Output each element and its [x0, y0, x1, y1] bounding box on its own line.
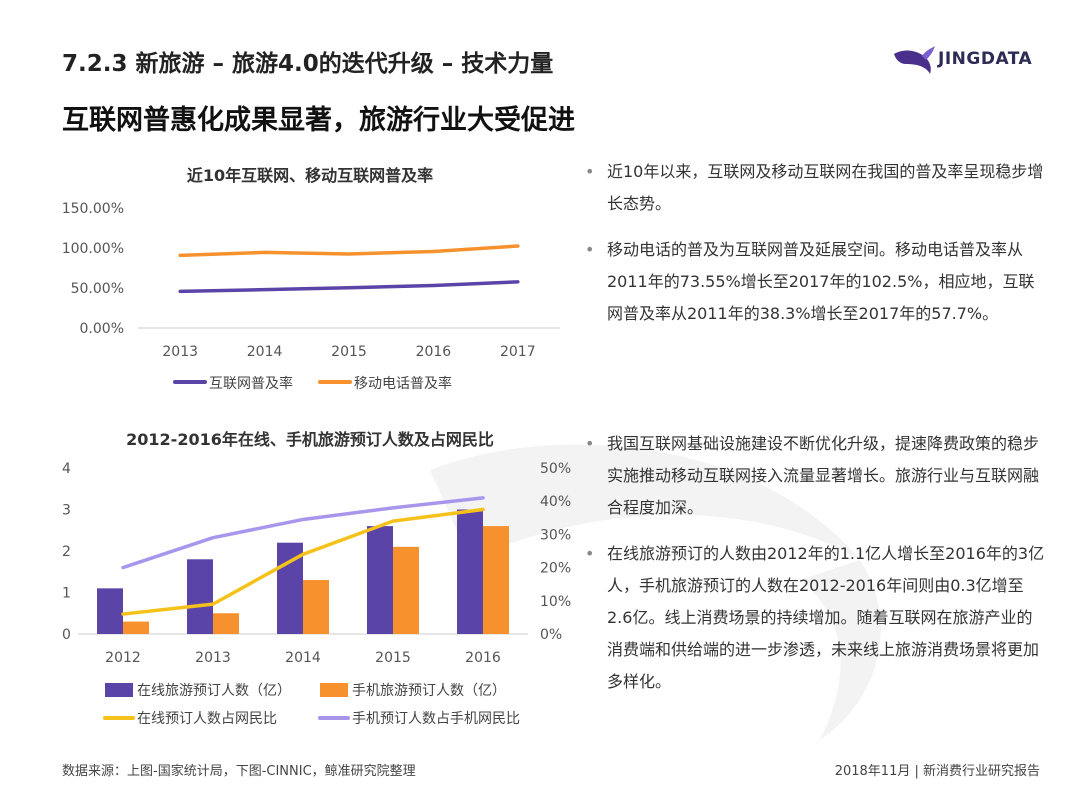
logo-text: JINGDATA	[938, 49, 1033, 69]
bar-2	[303, 580, 329, 634]
legend-label: 互联网普及率	[209, 375, 293, 392]
x-tick-label: 2015	[375, 650, 411, 666]
legend-label: 移动电话普及率	[354, 375, 452, 392]
x-tick-label: 2013	[162, 344, 198, 360]
bar-2	[393, 546, 419, 634]
y2-tick-label: 10%	[540, 594, 571, 610]
bar-2	[483, 526, 509, 634]
report-footer: 2018年11月 | 新消费行业研究报告	[834, 764, 1040, 779]
penetration-line-chart: 0.00% 50.00% 100.00% 150.00% 2013 2014 2015 201…	[62, 201, 560, 392]
x-tick-label: 2017	[500, 344, 536, 360]
x-tick-label: 2015	[331, 344, 367, 360]
x-tick-label: 2016	[465, 650, 501, 666]
bar-2	[123, 621, 149, 634]
chart1-title: 近10年互联网、移动互联网普及率	[186, 166, 434, 185]
bullet-item: 在线旅游预订的人数由2012年的1.1亿人增长至2016年的3亿人，手机旅游预订…	[585, 538, 1045, 698]
series-line-2	[178, 244, 520, 258]
bar-1	[457, 509, 483, 634]
bar-1	[367, 526, 393, 634]
page-headline: 互联网普惠化成果显著，旅游行业大受促进	[62, 105, 575, 136]
series-line-1	[178, 280, 520, 294]
bullets-bottom: 我国互联网基础设施建设不断优化升级，提速降费政策的稳步实施推动移动互联网接入流量…	[585, 428, 1045, 712]
y-tick-label: 0.00%	[80, 321, 124, 337]
y-tick-label: 1	[62, 586, 71, 602]
legend-label: 手机旅游预订人数（亿）	[352, 683, 506, 699]
data-source-note: 数据来源：上图-国家统计局，下图-CINNIC，鲸准研究院整理	[62, 764, 416, 779]
y-tick-label: 0	[62, 627, 71, 643]
y-tick-label: 150.00%	[62, 201, 124, 217]
x-tick-label: 2014	[285, 650, 321, 666]
bullet-item: 移动电话的普及为互联网普及延展空间。移动电话普及率从2011年的73.55%增长…	[585, 234, 1045, 330]
x-tick-label: 2014	[247, 344, 283, 360]
y-tick-label: 3	[62, 503, 71, 519]
legend-swatch	[105, 683, 133, 697]
legend-swatch	[320, 683, 348, 697]
x-tick-label: 2012	[105, 650, 141, 666]
y2-tick-label: 50%	[540, 461, 571, 477]
y-tick-label: 2	[62, 544, 71, 560]
y-tick-label: 50.00%	[71, 281, 124, 297]
x-tick-label: 2016	[416, 344, 452, 360]
bullet-item: 我国互联网基础设施建设不断优化升级，提速降费政策的稳步实施推动移动互联网接入流量…	[585, 428, 1045, 524]
y2-tick-label: 20%	[540, 561, 571, 577]
y-tick-label: 100.00%	[62, 241, 124, 257]
jingdata-logo: JINGDATA	[892, 42, 1042, 78]
x-tick-label: 2013	[195, 650, 231, 666]
bar-2	[213, 613, 239, 634]
section-title: 7.2.3 新旅游 – 旅游4.0的迭代升级 – 技术力量	[62, 51, 554, 77]
bullets-top: 近10年以来，互联网及移动互联网在我国的普及率呈现稳步增长态势。 移动电话的普及…	[585, 156, 1045, 344]
legend-label: 在线预订人数占网民比	[137, 711, 277, 727]
bar-1	[187, 559, 213, 634]
y-tick-label: 4	[62, 461, 71, 477]
chart2-title: 2012-2016年在线、手机旅游预订人数及占网民比	[126, 430, 494, 449]
ratio-line-2	[121, 496, 485, 570]
y2-tick-label: 40%	[540, 494, 571, 510]
y2-tick-label: 30%	[540, 527, 571, 543]
legend-label: 手机预订人数占手机网民比	[352, 711, 520, 727]
bar-1	[97, 588, 123, 634]
whale-logo-icon	[894, 46, 935, 74]
ratio-line-1	[121, 507, 485, 616]
legend-label: 在线旅游预订人数（亿）	[137, 683, 291, 699]
bullet-item: 近10年以来，互联网及移动互联网在我国的普及率呈现稳步增长态势。	[585, 156, 1045, 220]
y2-tick-label: 0%	[540, 627, 562, 643]
